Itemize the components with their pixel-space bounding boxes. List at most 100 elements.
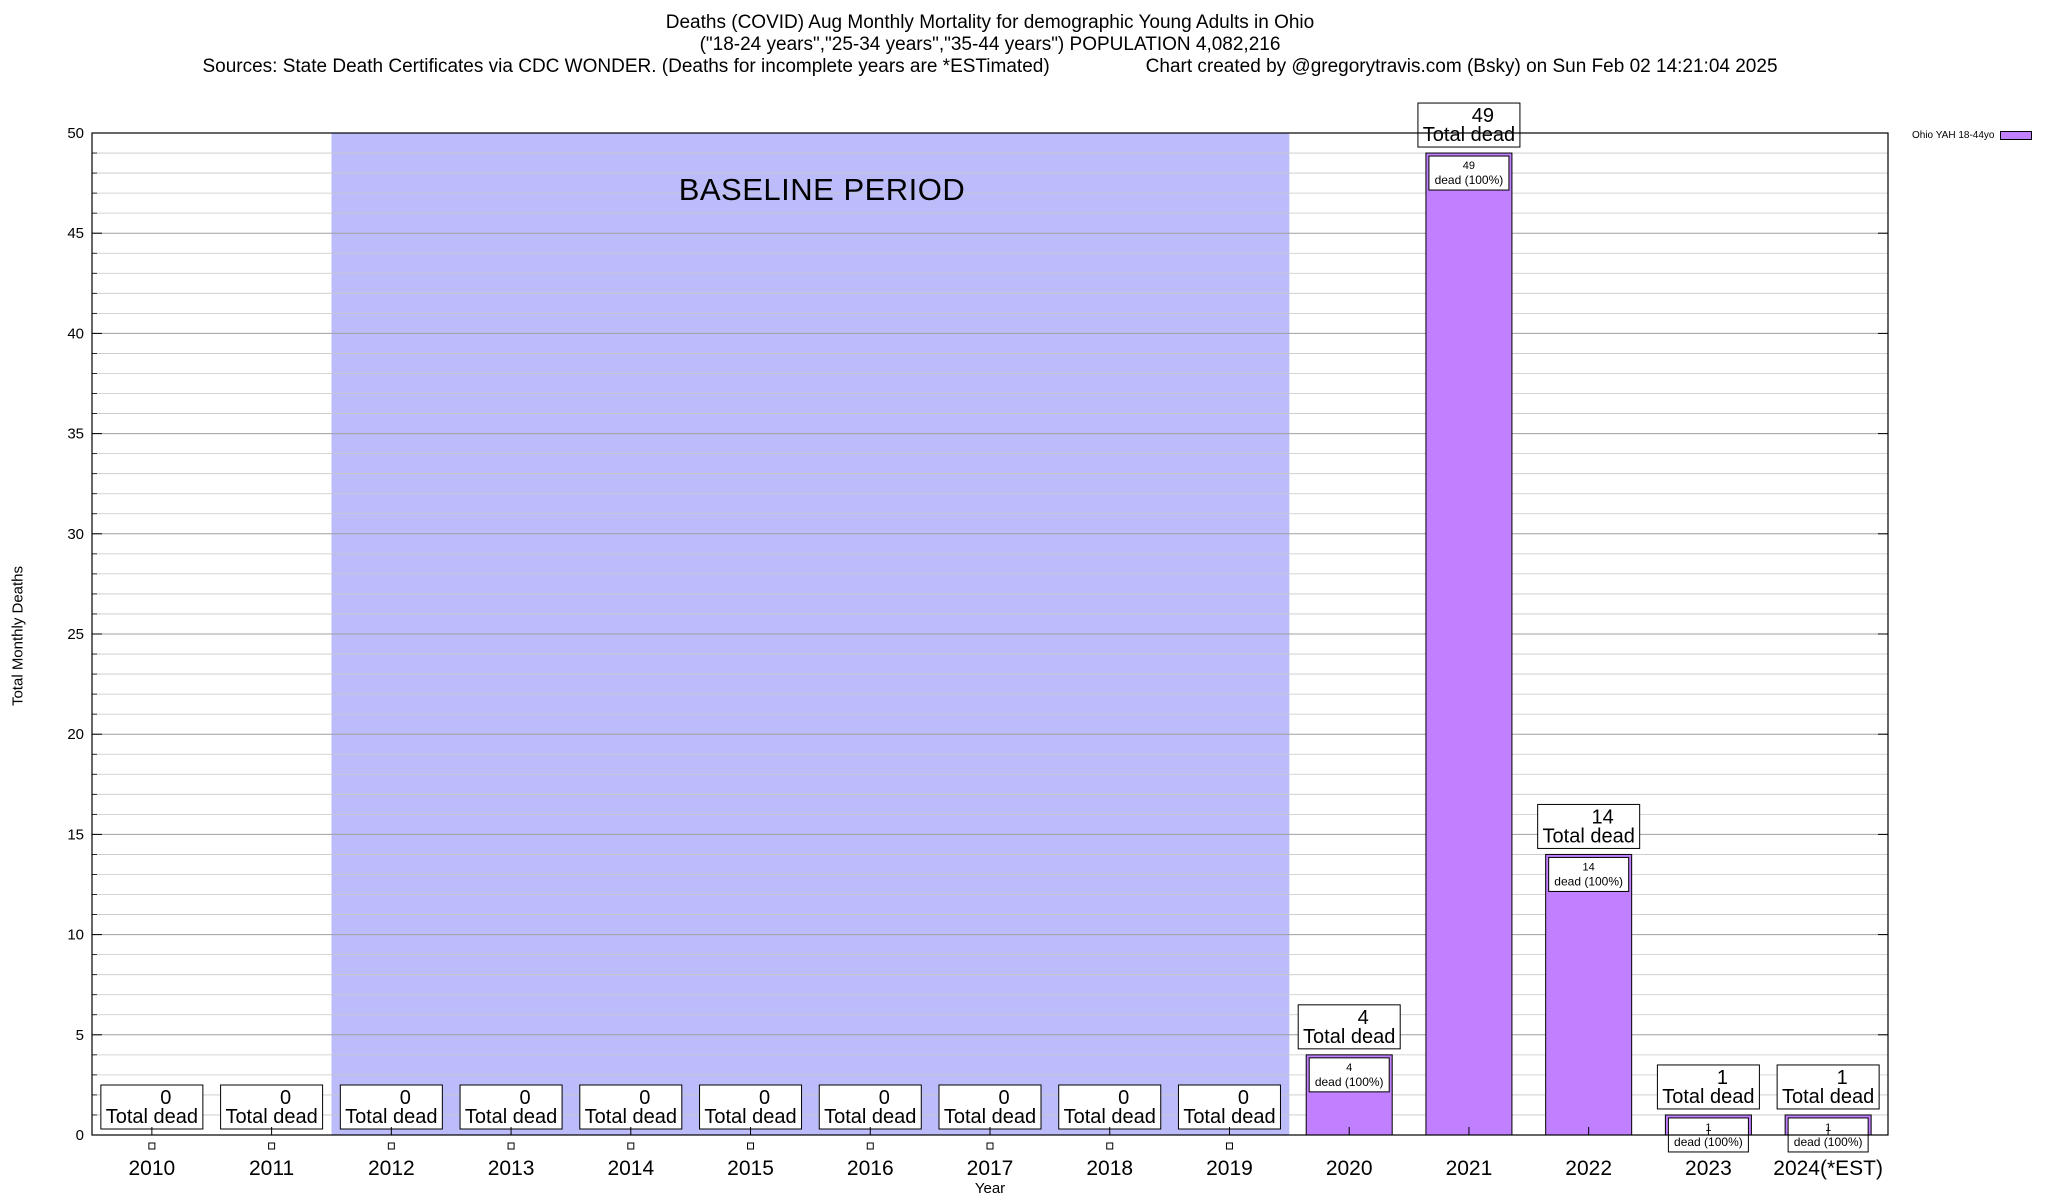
total-label-box xyxy=(818,1084,922,1130)
total-label: Total dead xyxy=(1064,1106,1156,1128)
zero-marker xyxy=(148,1142,156,1150)
y-tick-label: 45 xyxy=(67,225,84,242)
total-label-box xyxy=(339,1084,443,1130)
total-value: 0 xyxy=(1238,1087,1249,1109)
x-tick-label: 2010 xyxy=(129,1157,176,1180)
total-label: Total dead xyxy=(944,1106,1036,1128)
y-tick-label: 5 xyxy=(76,1027,84,1044)
y-tick-label: 15 xyxy=(67,826,84,843)
total-value: 0 xyxy=(400,1087,411,1109)
chart-subtitle: ("18-24 years","25-34 years","35-44 year… xyxy=(699,34,1281,55)
total-value: 0 xyxy=(879,1087,890,1109)
zero-marker xyxy=(627,1142,635,1150)
total-value: 0 xyxy=(639,1087,650,1109)
zero-marker xyxy=(747,1142,755,1150)
total-label-box xyxy=(1537,803,1641,849)
total-label-box xyxy=(1656,1064,1760,1110)
plot-frame xyxy=(91,132,1889,1136)
zero-marker xyxy=(1106,1142,1114,1150)
segment-value: 4 xyxy=(1346,1062,1352,1074)
total-label-box xyxy=(699,1084,803,1130)
segment-label: dead (100%) xyxy=(1315,1075,1384,1089)
zero-marker xyxy=(1225,1142,1233,1150)
chart-title-block: Deaths (COVID) Aug Monthly Mortality for… xyxy=(0,12,1980,78)
y-tick-label: 30 xyxy=(67,526,84,543)
total-value: 0 xyxy=(520,1087,531,1109)
x-tick-label: 2013 xyxy=(488,1157,535,1180)
total-label: Total dead xyxy=(465,1106,557,1128)
x-tick-label: 2021 xyxy=(1446,1157,1493,1180)
total-value: 1 xyxy=(1717,1067,1728,1089)
total-label: Total dead xyxy=(225,1106,317,1128)
total-label: Total dead xyxy=(1782,1086,1874,1108)
total-label: Total dead xyxy=(1183,1106,1275,1128)
legend-swatch xyxy=(2000,131,2033,140)
x-tick-label: 2024(*EST) xyxy=(1773,1157,1883,1180)
x-tick-label: 2022 xyxy=(1565,1157,1612,1180)
x-tick-label: 2014 xyxy=(607,1157,654,1180)
x-tick-label: 2018 xyxy=(1086,1157,1133,1180)
total-label: Total dead xyxy=(1662,1086,1754,1108)
segment-label: dead (100%) xyxy=(1794,1135,1863,1149)
x-tick-label: 2023 xyxy=(1685,1157,1732,1180)
segment-value: 14 xyxy=(1583,861,1595,873)
total-value: 0 xyxy=(160,1087,171,1109)
segment-label: dead (100%) xyxy=(1435,173,1504,187)
total-label-box xyxy=(459,1084,563,1130)
total-value: 0 xyxy=(759,1087,770,1109)
segment-label-box xyxy=(1428,155,1510,191)
segment-label-box xyxy=(1548,856,1630,892)
total-label-box xyxy=(938,1084,1042,1130)
bar xyxy=(1425,152,1513,1136)
segment-label: dead (100%) xyxy=(1674,1135,1743,1149)
zero-marker xyxy=(507,1142,515,1150)
total-label-box xyxy=(1297,1004,1401,1050)
x-tick-label: 2011 xyxy=(249,1157,294,1180)
zero-marker xyxy=(986,1142,994,1150)
total-label: Total dead xyxy=(106,1106,198,1128)
zero-marker xyxy=(866,1142,874,1150)
baseline-period-label: BASELINE PERIOD xyxy=(678,172,966,207)
total-label-box xyxy=(579,1084,683,1130)
bar xyxy=(1545,853,1633,1136)
total-label-box xyxy=(1058,1084,1162,1130)
y-tick-label: 40 xyxy=(67,325,84,342)
y-tick-label: 25 xyxy=(67,626,84,643)
x-tick-label: 2012 xyxy=(368,1157,415,1180)
total-label: Total dead xyxy=(585,1106,677,1128)
y-tick-label: 10 xyxy=(67,927,84,944)
y-tick-label: 0 xyxy=(76,1127,84,1144)
total-label: Total dead xyxy=(345,1106,437,1128)
total-value: 0 xyxy=(280,1087,291,1109)
x-tick-label: 2017 xyxy=(967,1157,1014,1180)
chart-title: Deaths (COVID) Aug Monthly Mortality for… xyxy=(665,12,1315,33)
total-value: 1 xyxy=(1837,1067,1848,1089)
segment-label: dead (100%) xyxy=(1554,874,1623,888)
legend-entry-label: Ohio YAH 18-44yo xyxy=(1912,130,1995,141)
total-value: 0 xyxy=(998,1087,1009,1109)
total-label: Total dead xyxy=(1303,1026,1395,1048)
y-tick-label: 50 xyxy=(67,125,84,142)
legend: Ohio YAH 18-44yo xyxy=(1912,130,2033,141)
total-label-box xyxy=(220,1084,324,1130)
total-label-box xyxy=(1177,1084,1281,1130)
y-tick-label: 35 xyxy=(67,426,84,443)
x-tick-label: 2015 xyxy=(727,1157,774,1180)
x-tick-label: 2019 xyxy=(1206,1157,1253,1180)
total-label-box xyxy=(100,1084,204,1130)
total-label: Total dead xyxy=(1423,124,1515,146)
credit-note: Chart created by @gregorytravis.com (Bsk… xyxy=(1145,56,1778,77)
x-axis-label: Year xyxy=(974,1180,1006,1197)
y-tick-label: 20 xyxy=(67,726,84,743)
total-label: Total dead xyxy=(824,1106,916,1128)
total-label: Total dead xyxy=(704,1106,796,1128)
total-label-box xyxy=(1776,1064,1880,1110)
source-note: Sources: State Death Certificates via CD… xyxy=(202,56,1050,77)
x-tick-label: 2020 xyxy=(1326,1157,1373,1180)
total-value: 0 xyxy=(1118,1087,1129,1109)
segment-label-box xyxy=(1308,1057,1390,1093)
total-label: Total dead xyxy=(1543,825,1635,847)
segment-value: 49 xyxy=(1463,160,1475,172)
total-value: 14 xyxy=(1592,806,1614,828)
